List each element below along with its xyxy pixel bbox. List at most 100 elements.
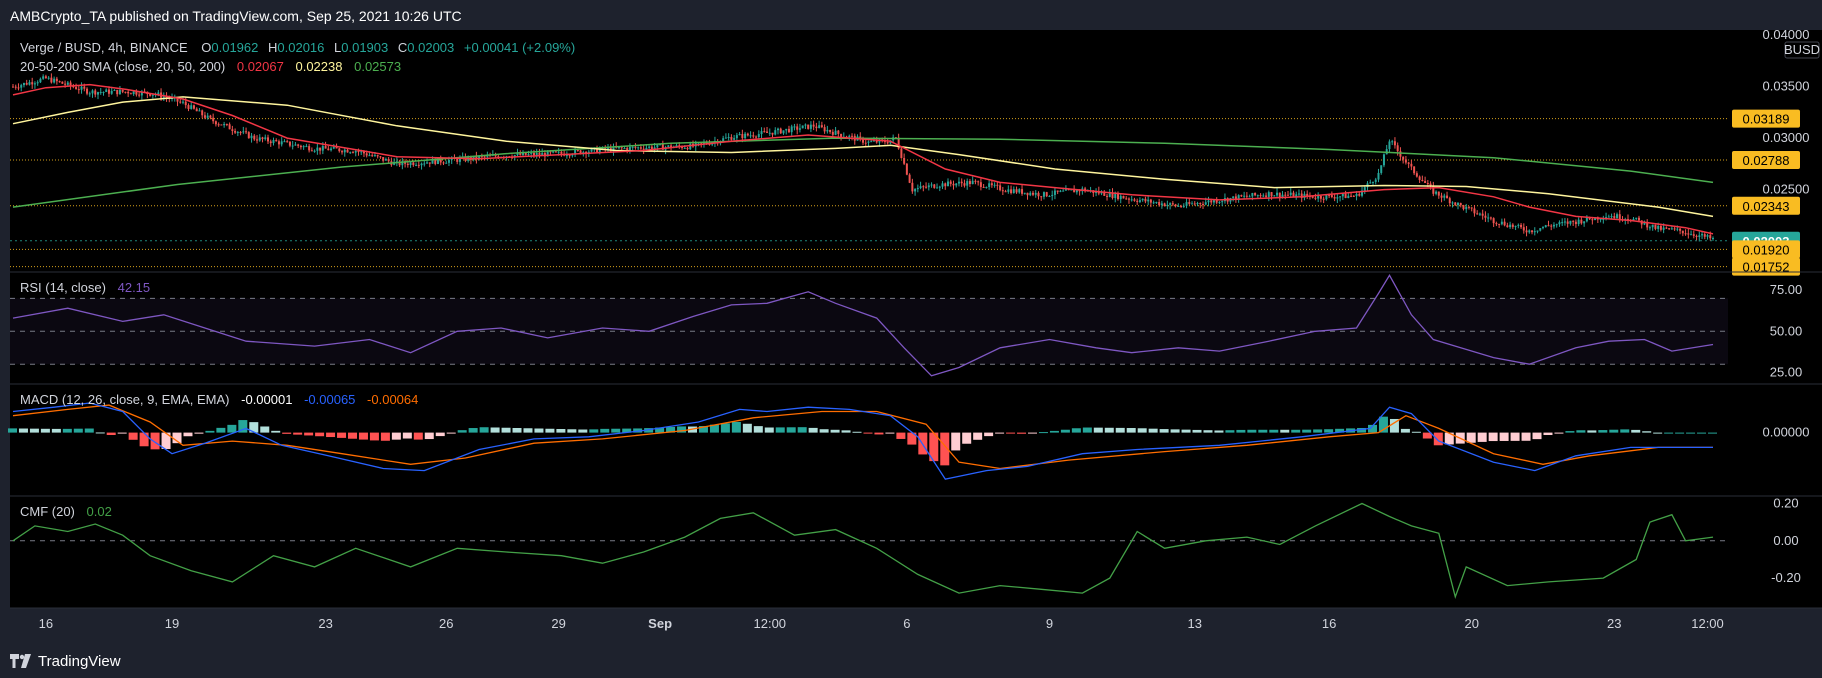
candle-body xyxy=(1476,213,1479,215)
macd-histogram-bar xyxy=(29,428,39,433)
candle-body xyxy=(483,156,486,158)
candle-body xyxy=(777,128,779,131)
candle-body xyxy=(779,128,782,134)
sma-title: 20-50-200 SMA (close, 20, 50, 200) xyxy=(20,59,225,74)
candle-body xyxy=(1610,216,1613,218)
candle-body xyxy=(1561,222,1564,224)
candle-body xyxy=(650,146,653,150)
macd-histogram-bar xyxy=(1324,429,1334,433)
candle-body xyxy=(486,155,489,157)
candle-body xyxy=(1297,193,1300,195)
macd-histogram-bar xyxy=(1203,430,1213,433)
candle-body xyxy=(875,140,878,143)
candle-body xyxy=(1478,213,1481,215)
candle-body xyxy=(12,86,14,88)
candle-body xyxy=(1062,190,1065,192)
candle-body xyxy=(1122,195,1125,199)
macd-histogram-bar xyxy=(578,429,588,433)
candle-body xyxy=(1574,221,1577,225)
candle-body xyxy=(686,147,689,150)
candle-body xyxy=(1594,217,1597,221)
candle-body xyxy=(787,128,790,133)
candle-body xyxy=(1270,192,1273,197)
candle-body xyxy=(1106,195,1109,197)
macd-histogram-bar xyxy=(1422,432,1432,439)
candle-body xyxy=(848,135,851,138)
candle-body xyxy=(1023,192,1026,194)
candle-body xyxy=(299,145,302,148)
macd-histogram-bar xyxy=(1225,430,1235,433)
candle-body xyxy=(623,147,626,149)
candle-body xyxy=(258,137,261,141)
candle-body xyxy=(1517,224,1520,226)
publish-bar: AMBCrypto_TA published on TradingView.co… xyxy=(0,0,1822,30)
candle-body xyxy=(1500,221,1503,225)
candle-body xyxy=(97,92,99,95)
candle-body xyxy=(568,155,571,157)
candle-body xyxy=(1566,221,1569,224)
candle-body xyxy=(771,132,774,135)
rsi-legend: RSI (14, close) 42.15 xyxy=(20,280,150,295)
candle-body xyxy=(532,152,535,156)
candle-body xyxy=(1424,181,1427,184)
candle-body xyxy=(1528,230,1531,233)
candle-body xyxy=(897,137,900,149)
candle-body xyxy=(1659,225,1662,230)
candle-body xyxy=(1676,228,1679,230)
candle-body xyxy=(61,81,64,84)
candle-body xyxy=(1117,193,1119,200)
candle-body xyxy=(1265,195,1268,197)
candle-body xyxy=(269,141,272,144)
macd-histogram-bar xyxy=(1565,431,1575,433)
candle-body xyxy=(1218,201,1221,203)
candle-body xyxy=(36,82,39,84)
candle-body xyxy=(179,101,182,103)
macd-histogram-bar xyxy=(1664,432,1674,434)
footer-brand[interactable]: TradingView xyxy=(10,650,121,672)
candle-body xyxy=(834,130,837,135)
legend-symbol: Verge / BUSD, 4h, BINANCE xyxy=(20,40,188,55)
macd-histogram-bar xyxy=(490,427,500,433)
candle-body xyxy=(319,147,322,151)
candle-body xyxy=(1125,198,1128,200)
candle-body xyxy=(291,145,294,147)
candle-body xyxy=(187,105,190,109)
sma50-line xyxy=(12,96,1714,218)
price-axis-tick: 0.04000 xyxy=(1763,27,1810,42)
macd-histogram-bar xyxy=(1028,432,1037,434)
candle-body xyxy=(283,141,286,143)
candle-body xyxy=(886,142,889,144)
candle-body xyxy=(930,184,933,186)
candle-body xyxy=(944,183,947,187)
candle-body xyxy=(489,155,492,157)
candle-body xyxy=(1193,203,1196,205)
candle-body xyxy=(1232,196,1235,199)
macd-histogram-bar xyxy=(1510,432,1520,441)
candle-body xyxy=(1451,202,1454,204)
candle-body xyxy=(829,130,832,132)
candle-body xyxy=(916,188,919,190)
candle-body xyxy=(862,137,864,143)
candle-body xyxy=(1550,225,1553,227)
candle-body xyxy=(327,148,330,151)
candle-body xyxy=(1163,203,1166,207)
time-axis-label: 29 xyxy=(551,616,565,631)
macd-histogram-bar xyxy=(238,420,248,433)
macd-histogram-bar xyxy=(545,428,555,433)
cmf-value: 0.02 xyxy=(87,504,112,519)
candle-body xyxy=(280,141,283,145)
candle-body xyxy=(960,181,963,184)
candle-body xyxy=(963,183,966,186)
candle-body xyxy=(851,135,854,137)
candle-body xyxy=(700,142,703,144)
candle-body xyxy=(766,131,769,133)
candle-body xyxy=(524,152,527,155)
candle-body xyxy=(182,101,184,103)
candle-body xyxy=(757,134,760,137)
candle-body xyxy=(1281,194,1284,197)
candle-body xyxy=(1322,198,1325,200)
tradingview-logo-icon xyxy=(10,654,31,668)
candle-body xyxy=(936,187,939,189)
macd-histogram-bar xyxy=(1291,429,1301,433)
